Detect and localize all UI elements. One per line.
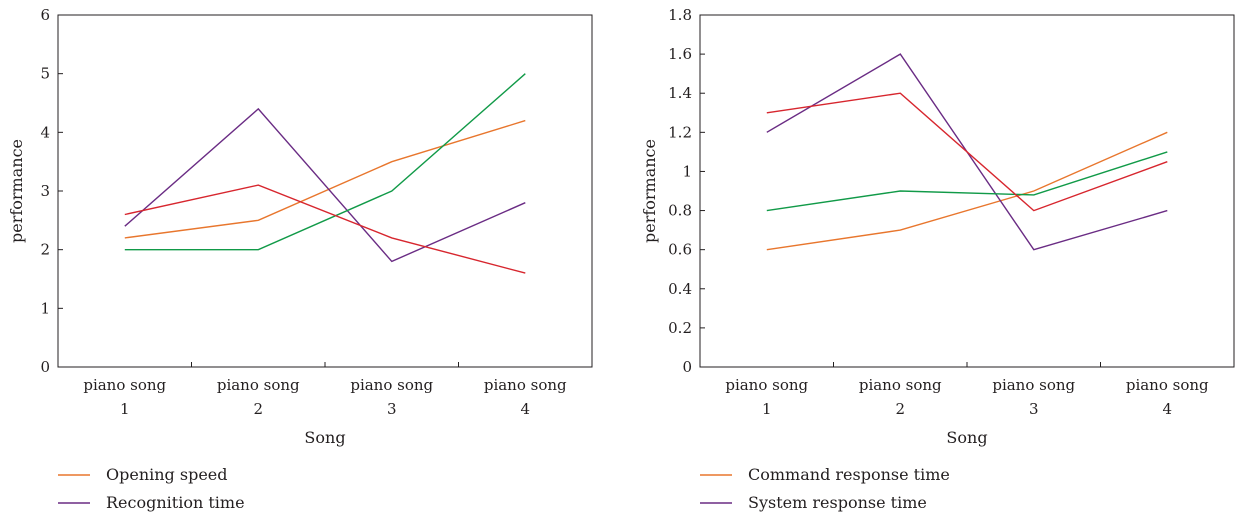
x-tick-label: piano song 4 bbox=[1126, 376, 1209, 418]
legend-label: Command response time bbox=[748, 465, 950, 484]
x-axis-title: Song bbox=[946, 428, 987, 447]
y-tick-label: 0.8 bbox=[668, 202, 692, 220]
series-line-purple bbox=[124, 107, 526, 263]
legend-label: System response time bbox=[748, 493, 927, 512]
chart-1: 0 1 2 3 4 5 6 piano song 1 piano song 2 piano song 3… bbox=[7, 6, 593, 512]
y-tick-label: 1.6 bbox=[668, 45, 692, 63]
y-tick-label: 1.8 bbox=[668, 6, 692, 24]
y-tick-label: 4 bbox=[40, 123, 50, 141]
series-line-orange bbox=[766, 131, 1168, 251]
chart-2: 0 0.2 0.4 0.6 0.8 1 1.2 1.4 1.6 1.8 piano song 1 pia… bbox=[640, 6, 1235, 512]
y-tick-label: 5 bbox=[40, 65, 50, 83]
series-line-red bbox=[124, 184, 526, 274]
y-tick-label: 0 bbox=[40, 358, 50, 376]
legend-label: Opening speed bbox=[106, 465, 228, 484]
y-tick-label: 1 bbox=[40, 299, 50, 317]
y-axis-title: performance bbox=[7, 139, 26, 243]
x-tick-label: piano song 2 bbox=[859, 376, 942, 418]
x-tick-label: piano song 3 bbox=[992, 376, 1075, 418]
y-tick-label: 0.2 bbox=[668, 319, 692, 337]
y-tick-label: 0.6 bbox=[668, 241, 692, 259]
x-tick-label: piano song 3 bbox=[350, 376, 433, 418]
series-line-red bbox=[766, 92, 1168, 212]
plot-frame bbox=[699, 14, 1235, 368]
series-line-green bbox=[766, 151, 1168, 212]
series-line-green bbox=[124, 73, 526, 251]
series-line-orange bbox=[124, 119, 526, 239]
x-tick-label: piano song 1 bbox=[83, 376, 166, 418]
x-tick-label: piano song 4 bbox=[484, 376, 567, 418]
y-tick-label: 1.2 bbox=[668, 123, 692, 141]
x-axis-title: Song bbox=[304, 428, 345, 447]
y-axis-title: performance bbox=[640, 139, 659, 243]
y-tick-label: 0 bbox=[682, 358, 692, 376]
y-tick-label: 6 bbox=[40, 6, 50, 24]
y-tick-label: 2 bbox=[40, 241, 50, 259]
y-tick-label: 1.4 bbox=[668, 84, 692, 102]
legend-label: Recognition time bbox=[106, 493, 245, 512]
y-tick-label: 1 bbox=[682, 162, 692, 180]
x-tick-label: piano song 2 bbox=[217, 376, 300, 418]
y-tick-label: 0.4 bbox=[668, 280, 692, 298]
x-tick-label: piano song 1 bbox=[725, 376, 808, 418]
y-tick-label: 3 bbox=[40, 182, 50, 200]
